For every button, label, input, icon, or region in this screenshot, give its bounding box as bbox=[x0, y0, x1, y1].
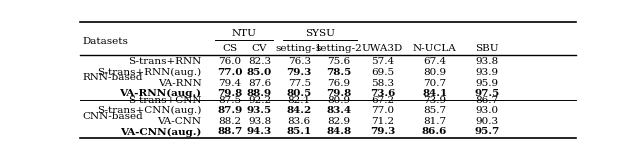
Text: 95.7: 95.7 bbox=[474, 127, 499, 136]
Text: VA-RNN: VA-RNN bbox=[158, 78, 202, 88]
Text: 82.3: 82.3 bbox=[248, 57, 271, 66]
Text: 77.5: 77.5 bbox=[287, 78, 311, 88]
Text: 76.0: 76.0 bbox=[218, 57, 241, 66]
Text: 75.6: 75.6 bbox=[327, 57, 351, 66]
Text: 88.9: 88.9 bbox=[247, 89, 272, 98]
Text: VA-RNN(aug.): VA-RNN(aug.) bbox=[120, 89, 202, 98]
Text: 85.1: 85.1 bbox=[287, 127, 312, 136]
Text: 97.5: 97.5 bbox=[474, 89, 499, 98]
Text: CS: CS bbox=[222, 44, 237, 53]
Text: 92.2: 92.2 bbox=[248, 96, 271, 105]
Text: 71.2: 71.2 bbox=[371, 117, 394, 126]
Text: SYSU: SYSU bbox=[305, 30, 335, 38]
Text: 58.3: 58.3 bbox=[371, 78, 394, 88]
Text: 82.9: 82.9 bbox=[327, 117, 351, 126]
Text: 79.4: 79.4 bbox=[218, 78, 241, 88]
Text: 79.3: 79.3 bbox=[370, 127, 395, 136]
Text: 93.0: 93.0 bbox=[475, 106, 499, 115]
Text: VA-CNN(aug.): VA-CNN(aug.) bbox=[120, 127, 202, 137]
Text: 67.2: 67.2 bbox=[371, 96, 394, 105]
Text: 93.9: 93.9 bbox=[475, 68, 499, 77]
Text: 73.9: 73.9 bbox=[423, 96, 446, 105]
Text: 76.3: 76.3 bbox=[287, 57, 311, 66]
Text: 93.8: 93.8 bbox=[248, 117, 271, 126]
Text: 86.7: 86.7 bbox=[475, 96, 499, 105]
Text: 80.9: 80.9 bbox=[327, 96, 351, 105]
Text: 76.9: 76.9 bbox=[327, 78, 351, 88]
Text: N-UCLA: N-UCLA bbox=[413, 44, 456, 53]
Text: 70.7: 70.7 bbox=[423, 78, 446, 88]
Text: 82.1: 82.1 bbox=[287, 96, 311, 105]
Text: 80.5: 80.5 bbox=[287, 89, 312, 98]
Text: 79.8: 79.8 bbox=[326, 89, 351, 98]
Text: 85.0: 85.0 bbox=[247, 68, 272, 77]
Text: 84.2: 84.2 bbox=[287, 106, 312, 115]
Text: 80.9: 80.9 bbox=[423, 68, 446, 77]
Text: RNN-based: RNN-based bbox=[83, 73, 143, 82]
Text: 94.3: 94.3 bbox=[247, 127, 272, 136]
Text: 90.3: 90.3 bbox=[475, 117, 499, 126]
Text: setting-2: setting-2 bbox=[316, 44, 362, 53]
Text: 93.5: 93.5 bbox=[247, 106, 272, 115]
Text: 95.9: 95.9 bbox=[475, 78, 499, 88]
Text: 69.5: 69.5 bbox=[371, 68, 394, 77]
Text: 77.0: 77.0 bbox=[217, 68, 243, 77]
Text: 93.8: 93.8 bbox=[475, 57, 499, 66]
Text: S-trans+CNN: S-trans+CNN bbox=[128, 96, 202, 105]
Text: CV: CV bbox=[252, 44, 268, 53]
Text: SBU: SBU bbox=[475, 44, 499, 53]
Text: 88.2: 88.2 bbox=[218, 117, 241, 126]
Text: Datasets: Datasets bbox=[83, 37, 129, 46]
Text: 81.7: 81.7 bbox=[423, 117, 446, 126]
Text: 84.1: 84.1 bbox=[422, 89, 447, 98]
Text: 88.7: 88.7 bbox=[217, 127, 243, 136]
Text: 87.6: 87.6 bbox=[248, 78, 271, 88]
Text: 83.4: 83.4 bbox=[326, 106, 351, 115]
Text: setting-1: setting-1 bbox=[276, 44, 323, 53]
Text: S-trans+RNN: S-trans+RNN bbox=[128, 57, 202, 66]
Text: UWA3D: UWA3D bbox=[362, 44, 403, 53]
Text: 79.8: 79.8 bbox=[217, 89, 243, 98]
Text: 79.3: 79.3 bbox=[287, 68, 312, 77]
Text: 87.5: 87.5 bbox=[218, 96, 241, 105]
Text: 73.6: 73.6 bbox=[370, 89, 396, 98]
Text: S-trans+RNN(aug.): S-trans+RNN(aug.) bbox=[97, 68, 202, 77]
Text: 83.6: 83.6 bbox=[287, 117, 311, 126]
Text: 78.5: 78.5 bbox=[326, 68, 351, 77]
Text: 77.0: 77.0 bbox=[371, 106, 394, 115]
Text: CNN-based: CNN-based bbox=[83, 111, 143, 121]
Text: NTU: NTU bbox=[232, 30, 257, 38]
Text: 87.9: 87.9 bbox=[217, 106, 243, 115]
Text: 67.4: 67.4 bbox=[423, 57, 446, 66]
Text: VA-CNN: VA-CNN bbox=[157, 117, 202, 126]
Text: 57.4: 57.4 bbox=[371, 57, 394, 66]
Text: 85.7: 85.7 bbox=[423, 106, 446, 115]
Text: 84.8: 84.8 bbox=[326, 127, 351, 136]
Text: S-trans+CNN(aug.): S-trans+CNN(aug.) bbox=[97, 106, 202, 115]
Text: 86.6: 86.6 bbox=[422, 127, 447, 136]
